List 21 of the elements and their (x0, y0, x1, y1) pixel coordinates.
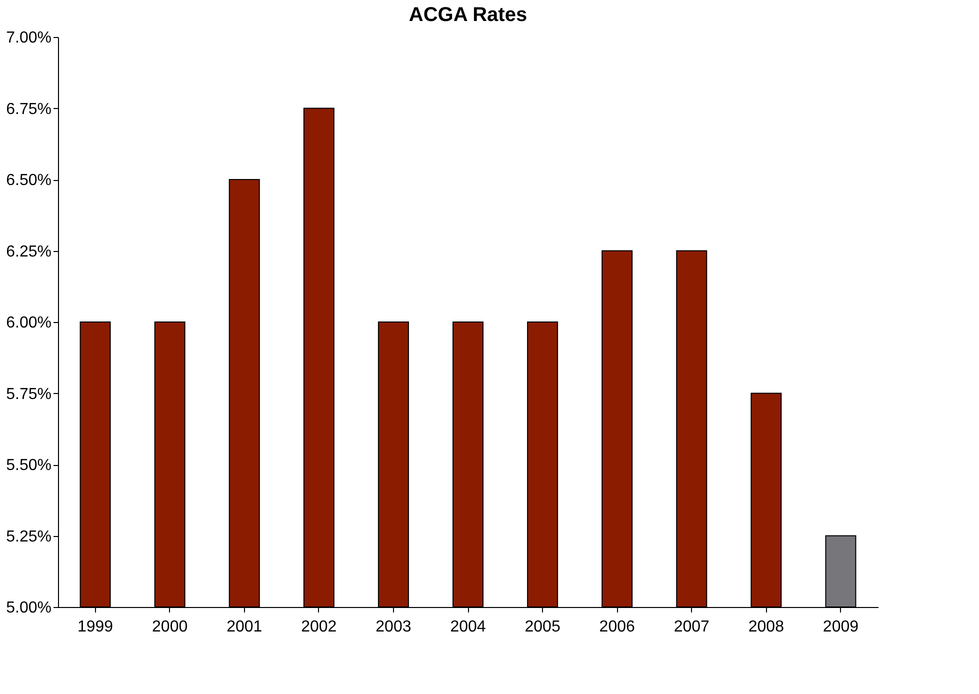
y-tick-label: 5.00% (6, 600, 52, 616)
y-tick-label: 6.25% (6, 243, 52, 260)
x-tick-label: 2003 (376, 618, 412, 636)
y-tick-label: 6.50% (6, 172, 52, 189)
x-tick-label: 2006 (599, 618, 635, 636)
y-tick-label: 6.75% (6, 100, 52, 118)
x-tick-label: 1999 (77, 618, 114, 636)
y-tick-label: 5.75% (6, 386, 52, 403)
y-tick-label: 7.00% (6, 30, 52, 46)
y-tick-label: 5.25% (6, 528, 52, 546)
x-tick-label: 2007 (674, 618, 710, 636)
y-tick-label: 6.00% (6, 314, 52, 332)
x-tick-label: 2004 (450, 618, 486, 636)
x-tick-label: 2000 (152, 618, 188, 636)
x-tick-label: 2001 (226, 618, 262, 636)
y-tick-label: 5.50% (6, 457, 52, 474)
x-tick-label: 2005 (524, 618, 560, 636)
x-tick-label: 2008 (748, 618, 784, 636)
x-tick-label: 2009 (822, 618, 859, 636)
x-tick-label: 2002 (301, 618, 337, 636)
chart-title: ACGA Rates (408, 4, 528, 26)
